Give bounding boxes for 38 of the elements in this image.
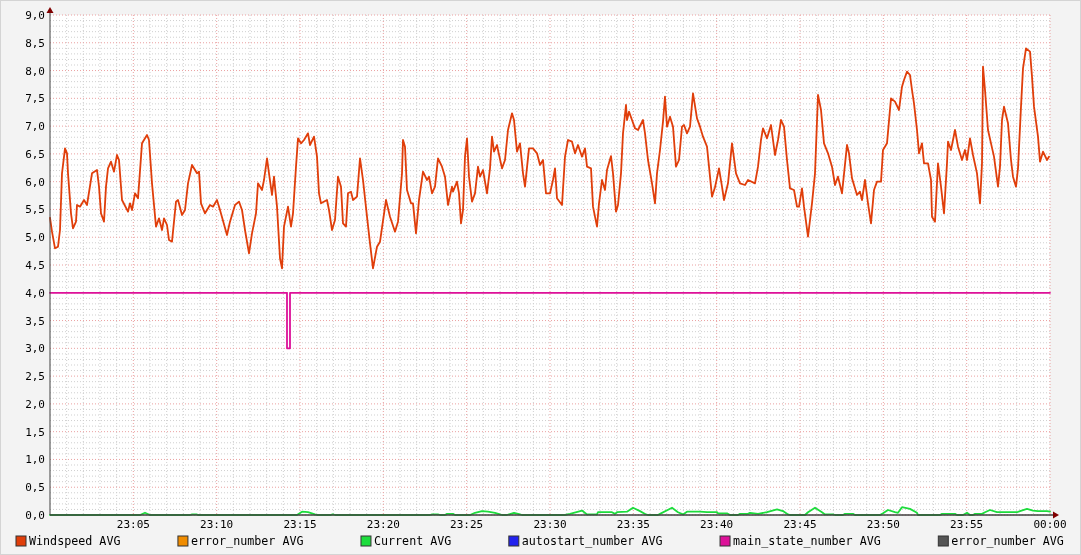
x-tick-label: 23:15 <box>283 518 317 531</box>
x-tick-label: 23:20 <box>366 518 400 531</box>
y-tick-label: 3,5 <box>25 314 45 328</box>
y-tick-label: 4,0 <box>25 286 45 300</box>
x-tick-label: 23:35 <box>616 518 650 531</box>
legend-label: autostart_number AVG <box>521 534 663 548</box>
x-tick-label: 23:45 <box>783 518 817 531</box>
y-tick-label: 7,5 <box>25 92 45 106</box>
y-tick-label: 3,0 <box>25 342 45 356</box>
x-tick-label: 23:25 <box>450 518 484 531</box>
x-tick-label: 23:30 <box>533 518 567 531</box>
x-tick-label: 23:55 <box>950 518 984 531</box>
y-tick-label: 0,5 <box>25 481 45 495</box>
line-series <box>49 47 1050 270</box>
y-tick-label: 5,0 <box>25 231 45 245</box>
x-tick-label: 23:10 <box>200 518 234 531</box>
y-tick-label: 2,5 <box>25 370 45 384</box>
y-tick-label: 1,0 <box>25 453 45 467</box>
y-tick-label: 8,0 <box>25 64 45 78</box>
legend-label: error_number AVG <box>190 534 304 548</box>
y-tick-label: 4,5 <box>25 259 45 272</box>
legend-label: error_number AVG <box>951 534 1064 548</box>
y-tick-label: 5,5 <box>25 203 45 217</box>
y-tick-label: 0,0 <box>25 509 45 522</box>
y-tick-label: 7,0 <box>25 120 45 134</box>
y-tick-label: 6,0 <box>25 175 45 189</box>
y-tick-label: 9,0 <box>25 9 45 22</box>
y-tick-label: 8,5 <box>25 36 45 50</box>
x-tick-label: 00:00 <box>1033 518 1067 531</box>
y-tick-label: 6,5 <box>25 147 45 161</box>
legend-label: main_state_number AVG <box>733 534 881 548</box>
x-tick-label: 23:40 <box>700 518 734 531</box>
legend-label: Current AVG <box>373 534 452 548</box>
x-tick-label: 23:05 <box>116 518 150 531</box>
y-tick-label: 2,0 <box>25 397 45 411</box>
legend-label: Windspeed AVG <box>29 534 121 548</box>
x-tick-label: 23:50 <box>866 518 900 531</box>
y-tick-label: 1,5 <box>25 425 45 439</box>
